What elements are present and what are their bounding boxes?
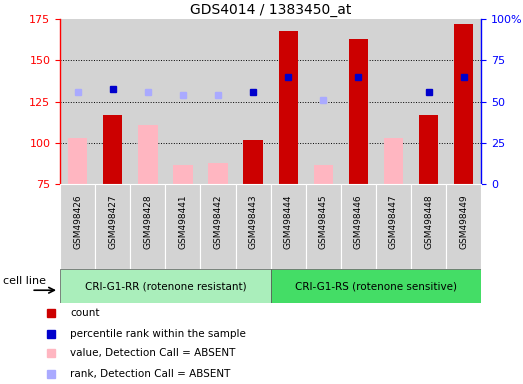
- Bar: [384, 138, 403, 184]
- Bar: [314, 164, 333, 184]
- Bar: [103, 115, 122, 184]
- FancyBboxPatch shape: [306, 184, 341, 269]
- Text: GSM498445: GSM498445: [319, 194, 328, 249]
- FancyBboxPatch shape: [341, 184, 376, 269]
- FancyBboxPatch shape: [271, 184, 306, 269]
- Text: CRI-G1-RS (rotenone sensitive): CRI-G1-RS (rotenone sensitive): [295, 281, 457, 291]
- Bar: [208, 163, 228, 184]
- Text: rank, Detection Call = ABSENT: rank, Detection Call = ABSENT: [70, 369, 231, 379]
- FancyBboxPatch shape: [200, 184, 235, 269]
- Text: CRI-G1-RR (rotenone resistant): CRI-G1-RR (rotenone resistant): [85, 281, 246, 291]
- Bar: [454, 24, 473, 184]
- Text: GSM498427: GSM498427: [108, 194, 117, 249]
- FancyBboxPatch shape: [95, 184, 130, 269]
- FancyBboxPatch shape: [60, 184, 95, 269]
- Title: GDS4014 / 1383450_at: GDS4014 / 1383450_at: [190, 3, 351, 17]
- Text: GSM498442: GSM498442: [213, 194, 222, 249]
- Bar: [173, 164, 192, 184]
- Text: GSM498443: GSM498443: [248, 194, 258, 249]
- Bar: [68, 138, 87, 184]
- FancyBboxPatch shape: [376, 184, 411, 269]
- Text: percentile rank within the sample: percentile rank within the sample: [70, 329, 246, 339]
- Text: GSM498444: GSM498444: [283, 194, 293, 249]
- Text: GSM498448: GSM498448: [424, 194, 433, 249]
- FancyBboxPatch shape: [130, 184, 165, 269]
- FancyBboxPatch shape: [235, 184, 271, 269]
- FancyBboxPatch shape: [446, 184, 481, 269]
- Bar: [349, 39, 368, 184]
- Text: GSM498428: GSM498428: [143, 194, 152, 249]
- Text: value, Detection Call = ABSENT: value, Detection Call = ABSENT: [70, 348, 235, 358]
- FancyBboxPatch shape: [60, 269, 271, 303]
- Text: GSM498449: GSM498449: [459, 194, 468, 249]
- Text: GSM498426: GSM498426: [73, 194, 82, 249]
- FancyBboxPatch shape: [165, 184, 200, 269]
- Bar: [138, 125, 157, 184]
- Bar: [279, 31, 298, 184]
- FancyBboxPatch shape: [411, 184, 446, 269]
- Text: count: count: [70, 308, 99, 318]
- Text: cell line: cell line: [3, 276, 46, 286]
- Text: GSM498446: GSM498446: [354, 194, 363, 249]
- Bar: [244, 140, 263, 184]
- FancyBboxPatch shape: [271, 269, 481, 303]
- Text: GSM498447: GSM498447: [389, 194, 398, 249]
- Bar: [419, 115, 438, 184]
- Text: GSM498441: GSM498441: [178, 194, 187, 249]
